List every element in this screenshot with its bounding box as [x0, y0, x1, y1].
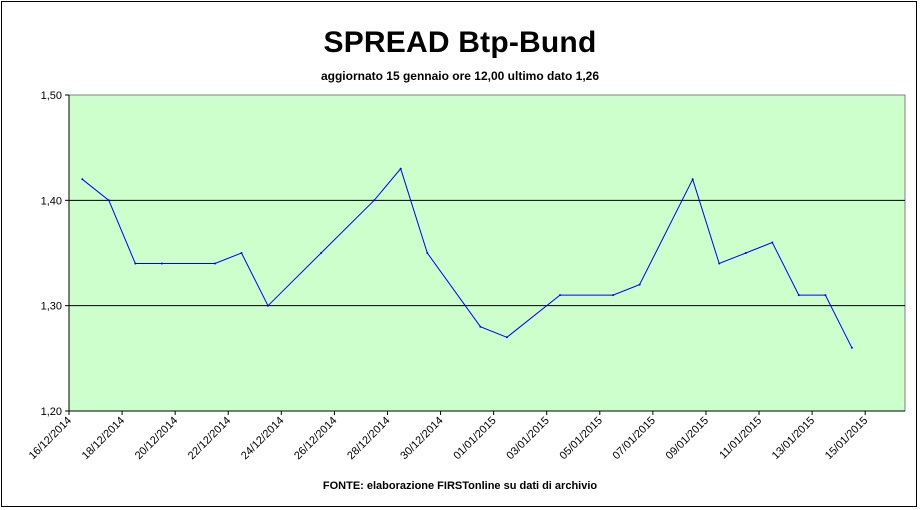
chart-title: SPREAD Btp-Bund: [323, 26, 597, 59]
y-tick-label: 1,50: [41, 90, 62, 102]
y-tick-label: 1,30: [41, 301, 62, 313]
data-point: [240, 252, 243, 254]
x-tick-label: 24/12/2014: [239, 415, 286, 462]
x-tick-label: 05/01/2015: [557, 415, 604, 462]
data-point: [160, 262, 163, 265]
x-tick-label: 15/01/2015: [823, 415, 870, 462]
x-tick-label: 01/01/2015: [451, 415, 498, 462]
data-point: [479, 325, 482, 328]
data-point: [373, 199, 376, 202]
data-point: [426, 252, 429, 254]
plot-area: [68, 94, 906, 412]
chart-source-note: FONTE: elaborazione FIRSTonline su dati …: [322, 480, 598, 492]
y-tick-label: 1,20: [41, 406, 62, 418]
data-point: [612, 294, 615, 297]
x-tick-label: 26/12/2014: [292, 415, 339, 462]
data-point: [505, 336, 508, 339]
x-tick-label: 16/12/2014: [27, 415, 74, 462]
x-tick-label: 11/01/2015: [717, 415, 764, 462]
data-point: [850, 346, 853, 349]
data-point: [638, 283, 641, 286]
data-point: [214, 262, 216, 265]
data-point: [559, 294, 561, 297]
x-tick-label: 20/12/2014: [133, 415, 180, 462]
data-point: [134, 262, 137, 265]
data-point: [81, 178, 84, 181]
data-point: [320, 252, 323, 254]
data-point: [718, 262, 721, 265]
data-point: [691, 178, 694, 181]
data-point: [824, 294, 827, 297]
chart-subtitle: aggiornato 15 gennaio ore 12,00 ultimo d…: [320, 69, 600, 83]
x-tick-label: 28/12/2014: [345, 415, 392, 462]
x-tick-label: 30/12/2014: [398, 415, 445, 462]
x-tick-label: 13/01/2015: [770, 415, 817, 462]
x-tick-label: 18/12/2014: [80, 415, 127, 462]
data-point: [399, 167, 402, 170]
x-tick-label: 03/01/2015: [504, 415, 551, 462]
data-point: [771, 241, 774, 244]
x-tick-label: 07/01/2015: [611, 415, 658, 462]
y-tick-label: 1,40: [41, 195, 62, 207]
data-point: [267, 304, 269, 307]
x-tick-label: 22/12/2014: [186, 415, 233, 462]
data-point: [797, 294, 800, 297]
x-tick-label: 09/01/2015: [664, 415, 711, 462]
data-point: [107, 199, 110, 202]
data-point: [744, 252, 747, 254]
